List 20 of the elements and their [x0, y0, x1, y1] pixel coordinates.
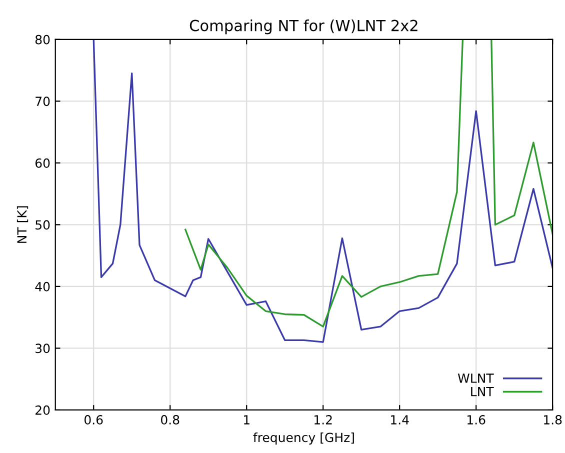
- line-series: [92, 39, 553, 343]
- x-tick-label: 1: [244, 415, 250, 424]
- y-tick-label: 70: [36, 96, 50, 106]
- legend-label: LNT: [471, 387, 494, 396]
- x-tick-label: 1.8: [544, 415, 562, 424]
- y-axis-title: NT [K]: [16, 206, 28, 243]
- chart-title: Comparing NT for (W)LNT 2x2: [190, 19, 418, 34]
- y-tick-label: 20: [36, 405, 50, 415]
- legend-label: WLNT: [458, 374, 494, 383]
- x-tick-label: 1.2: [314, 415, 332, 424]
- y-tick-label: 30: [36, 344, 50, 354]
- x-axis-title: frequency [GHz]: [253, 432, 354, 445]
- x-tick-label: 0.8: [160, 415, 180, 424]
- y-tick-label: 80: [35, 34, 50, 44]
- x-tick-label: 1.4: [391, 415, 409, 424]
- x-tick-label: 0.6: [84, 415, 103, 424]
- y-tick-label: 50: [36, 220, 50, 230]
- x-tick-label: 1.6: [468, 415, 486, 424]
- y-tick-label: 40: [35, 282, 50, 292]
- y-tick-label: 60: [35, 158, 50, 168]
